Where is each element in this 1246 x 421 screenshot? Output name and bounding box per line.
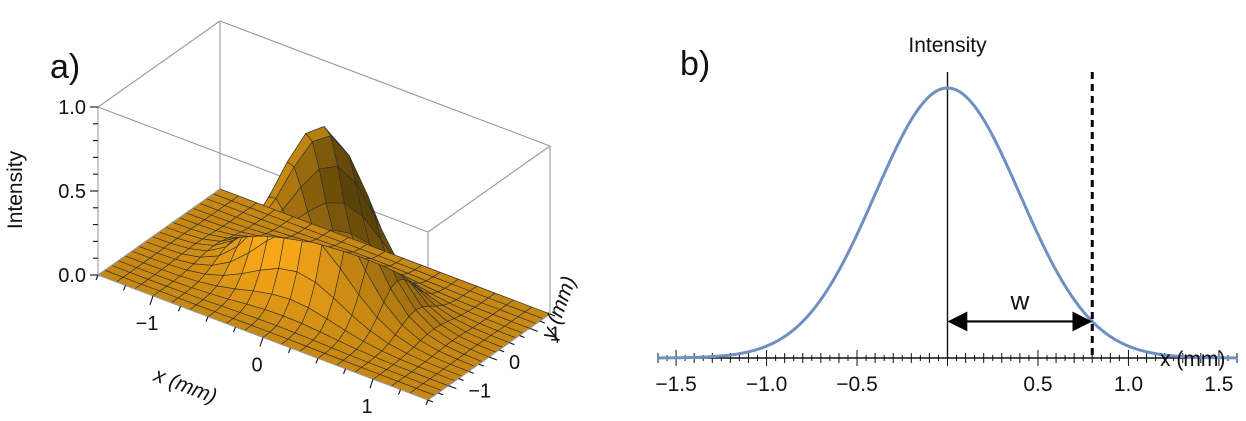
z-tick-label: 1.0 [58,97,86,119]
tick-mark [149,295,154,306]
tick-mark [529,327,538,332]
tick-mark [259,337,264,347]
y-tick-label: 1 [550,323,561,345]
box-edge [97,20,221,108]
tick-mark [509,342,515,346]
x-axis-label: x (mm) [150,363,220,408]
tick-mark [122,285,127,291]
tick-mark [232,326,237,333]
tick-mark [468,370,474,374]
x-tick-label: 0 [251,355,262,377]
panel-b-label: b) [680,45,711,83]
z-tick-label: 0.5 [58,181,86,203]
tick-mark [448,385,457,390]
x-tick-label: 1 [361,396,372,418]
tick-mark [369,378,374,389]
profile-axes: −1.5 −1.0 −0.5 0.5 1.0 1.5 [655,72,1238,396]
tick-mark [287,347,292,354]
tick-mark [458,377,464,382]
tick-mark [427,399,434,403]
y-axis-label: Intensity [908,34,987,57]
x-tick-label: −0.5 [836,373,877,396]
y-axis-label: y (mm) [536,273,581,344]
tick-mark [519,334,525,339]
tick-mark [397,389,402,395]
tick-mark [95,274,99,281]
box-edge [219,20,551,147]
box-edge [97,188,221,276]
y-tick-label: −1 [468,381,491,403]
tick-mark [549,313,556,317]
tick-mark [342,368,347,374]
z-axis-label: Intensity [4,150,27,229]
gaussian-curve [657,86,1238,360]
tick-mark [498,349,505,353]
profile-chart: −1.5 −1.0 −0.5 0.5 1.0 1.5 w Intensity x (mm) [655,34,1238,396]
x-tick-label: −1.0 [746,373,787,396]
x-tick-label: −1.5 [655,373,696,396]
tick-mark [539,320,546,324]
surface-mesh [97,126,551,401]
x-tick-label: 0.5 [1023,373,1052,396]
tick-mark [478,363,485,367]
x-axis-label: x (mm) [1160,348,1225,371]
tick-mark [205,316,209,322]
tick-mark [315,358,319,364]
tick-mark [437,392,444,396]
x-tick-label: −1 [136,313,159,335]
y-tick-label: 0 [509,352,520,374]
x-tick-label: 1.0 [1114,373,1143,396]
width-label: w [1009,285,1029,315]
x-tick-label: 1.5 [1204,373,1233,396]
box-edge [427,145,551,233]
panel-a-label: a) [50,48,81,86]
tick-mark [488,356,498,361]
surface-chart: −1 0 1 −1 0 1 0.0 0.5 1.0 Intensity x (mm) y (mm… [4,20,581,418]
axes-ticks: −1 0 1 −1 0 1 0.0 0.5 1.0 [58,97,561,418]
z-tick-label: 0.0 [58,265,86,287]
tick-mark [425,399,429,406]
tick-mark [177,306,182,312]
